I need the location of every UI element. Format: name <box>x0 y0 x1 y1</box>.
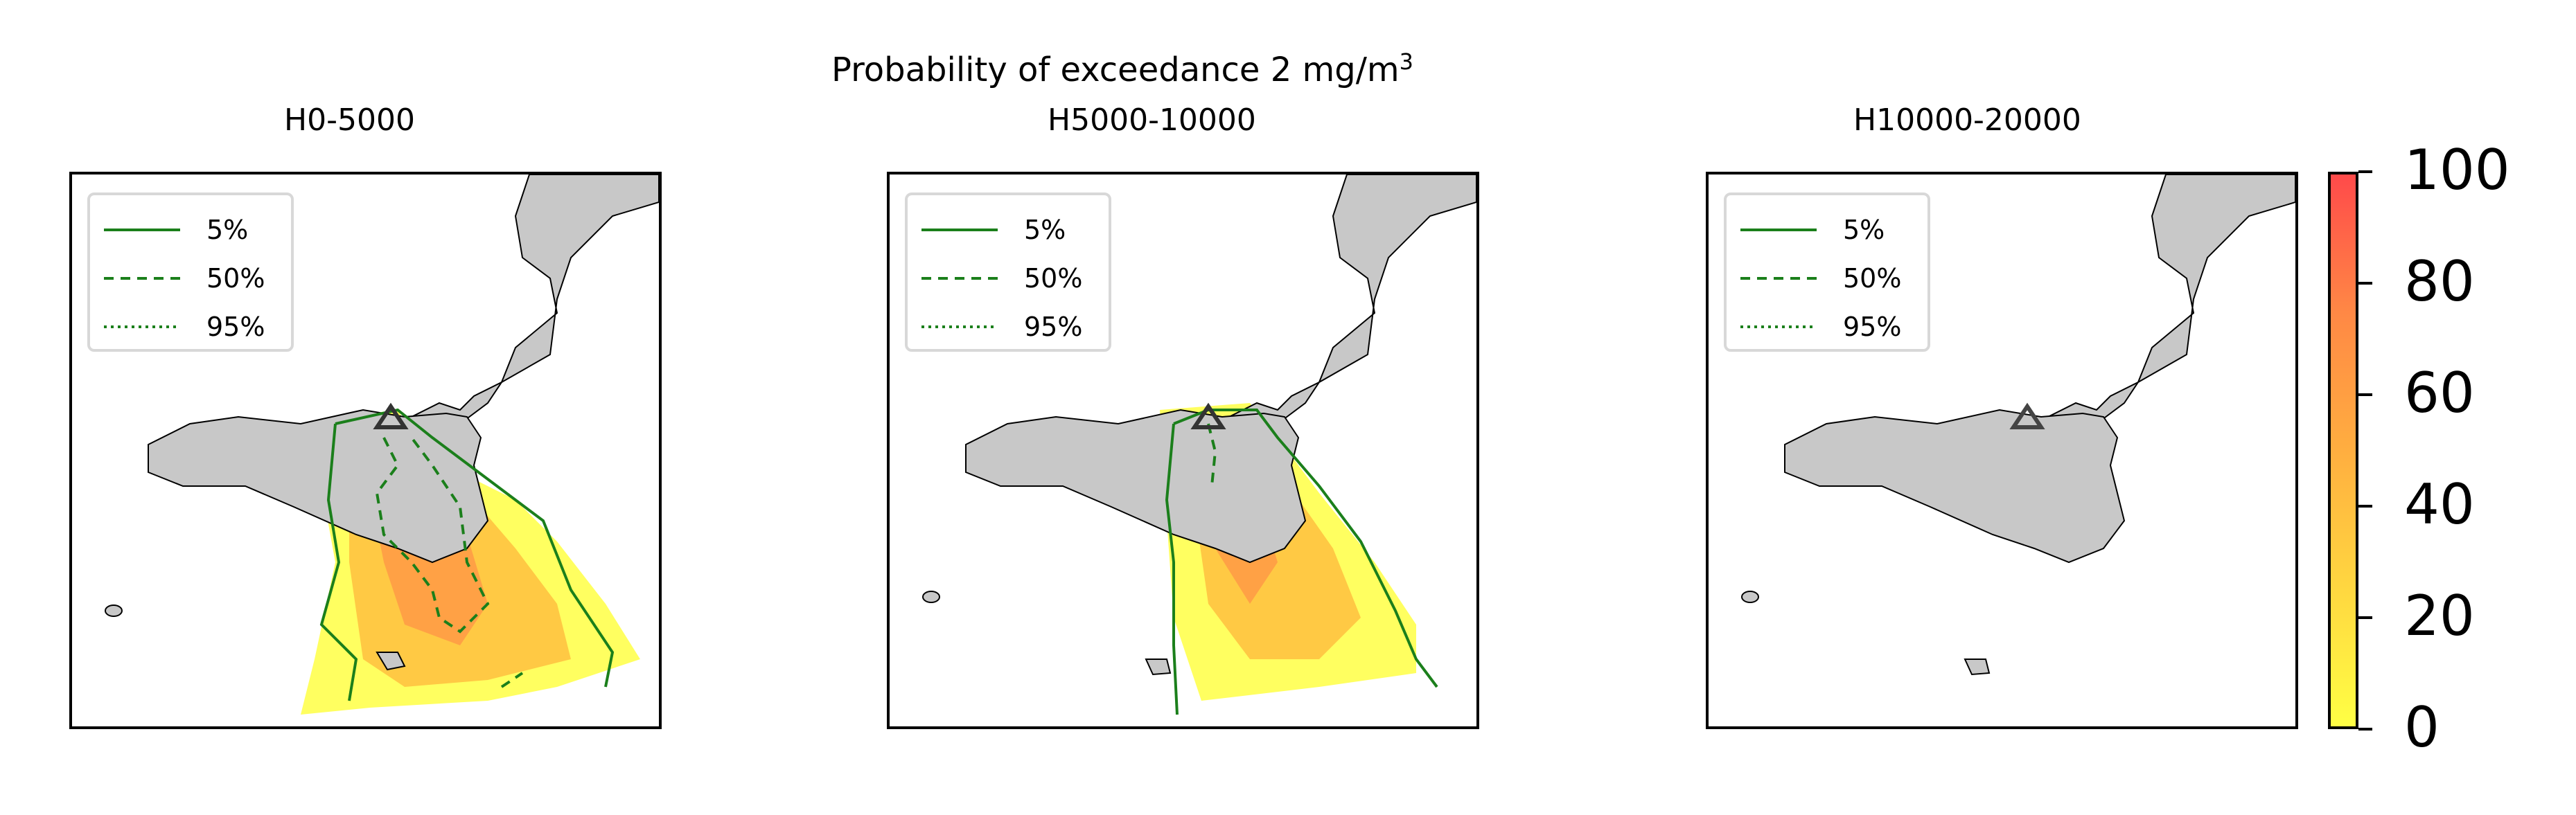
volcano-vent-icon <box>2009 402 2045 429</box>
map-canvas-3 <box>1741 174 2295 676</box>
colorbar-tick-label: 0 <box>2404 695 2440 760</box>
panel-title-2: H5000-10000 <box>1048 102 1256 138</box>
colorbar <box>2328 172 2358 729</box>
colorbar-tick-mark <box>2358 170 2372 173</box>
contour-lines-1 <box>319 408 615 701</box>
map-canvas-1 <box>105 174 659 715</box>
colorbar-tick-mark <box>2358 505 2372 508</box>
colorbar-tick-label: 40 <box>2404 472 2475 537</box>
colorbar-tick-label: 100 <box>2404 138 2510 202</box>
figure-suptitle: Probability of exceedance 2 mg/m3 <box>831 48 1414 89</box>
map-panel-3: 5% 50% 95% <box>1706 172 2298 729</box>
legend-entry-50: 50% <box>104 263 265 294</box>
colorbar-tick-mark <box>2358 393 2372 396</box>
legend-1: 5% 50% 95% <box>87 192 294 352</box>
volcano-vent-icon <box>373 402 409 429</box>
legend-entry-95: 95% <box>104 312 265 342</box>
landmass-1 <box>105 174 659 671</box>
panel-title-3: H10000-20000 <box>1853 102 2081 138</box>
volcano-vent-icon <box>1190 402 1226 429</box>
colorbar-tick-mark <box>2358 728 2372 731</box>
contour-lines-2 <box>1165 409 1438 715</box>
colorbar-tick-label: 60 <box>2404 361 2475 425</box>
legend-2: 5% 50% 95% <box>905 192 1111 352</box>
map-panel-2: 5% 50% 95% <box>887 172 1479 729</box>
legend-3: 5% 50% 95% <box>1724 192 1930 352</box>
landmass-2 <box>922 174 1476 676</box>
landmass-3 <box>1741 174 2295 676</box>
colorbar-tick-mark <box>2358 616 2372 619</box>
map-canvas-2 <box>922 174 1476 715</box>
colorbar-tick-label: 80 <box>2404 249 2475 314</box>
colorbar-tick-mark <box>2358 282 2372 285</box>
panel-title-1: H0-5000 <box>284 102 415 138</box>
colorbar-tick-label: 20 <box>2404 584 2475 648</box>
map-panel-1: 5% 50% 95% <box>69 172 662 729</box>
legend-entry-5: 5% <box>104 215 249 245</box>
